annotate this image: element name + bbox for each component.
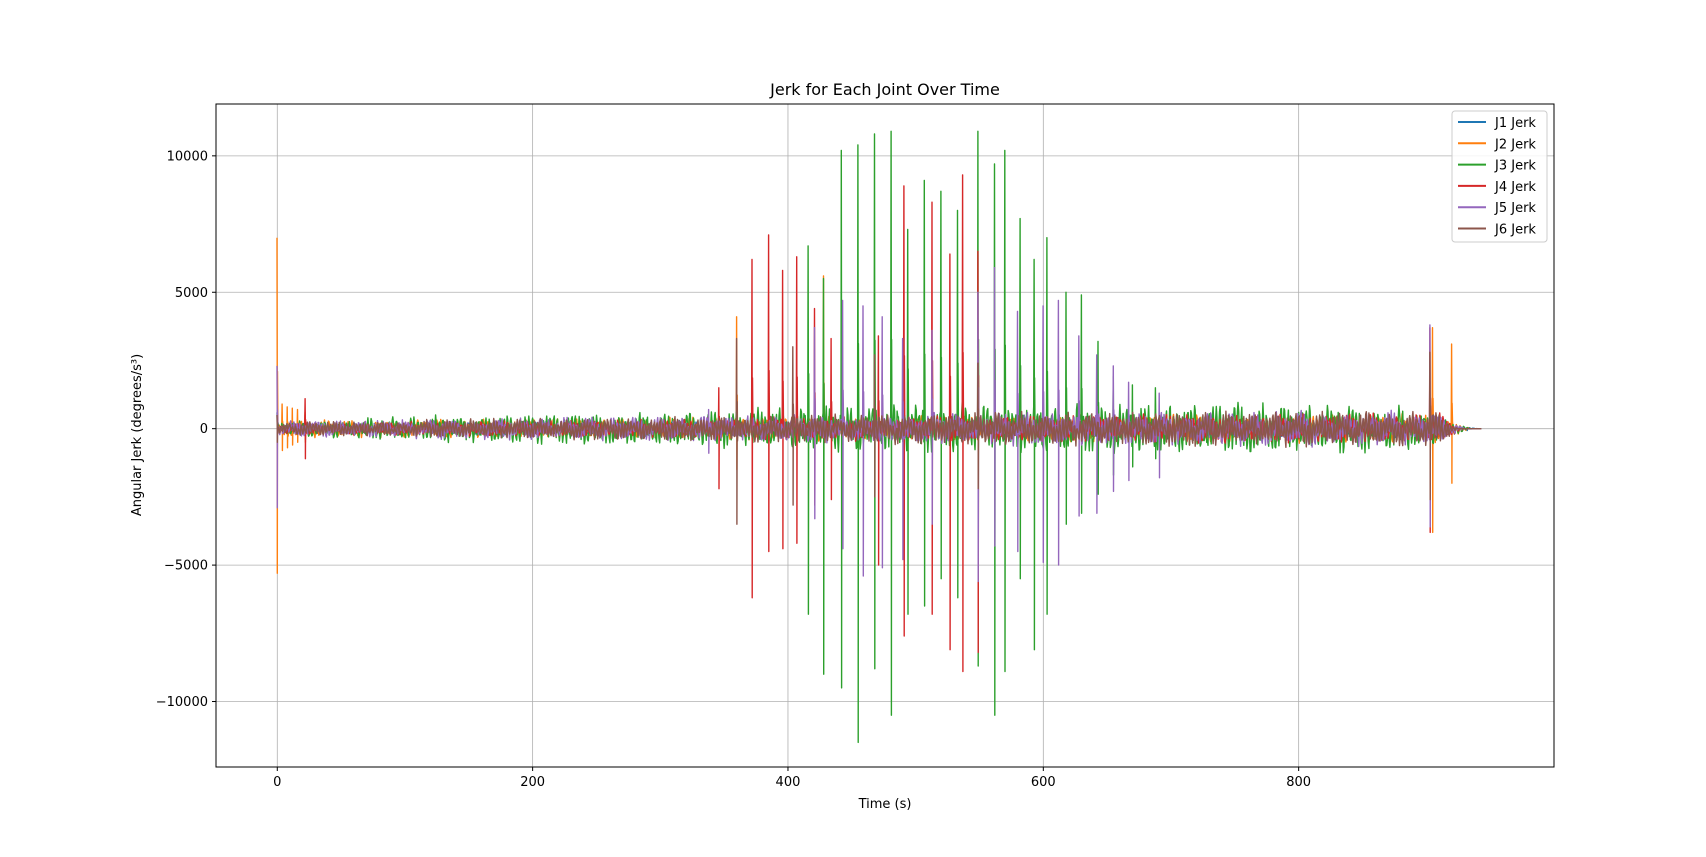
legend-label: J6 Jerk: [1494, 223, 1536, 238]
chart-title: Jerk for Each Joint Over Time: [769, 80, 1000, 99]
x-tick-label: 800: [1286, 775, 1311, 790]
x-tick-label: 600: [1031, 775, 1056, 790]
y-tick-label: −10000: [156, 695, 208, 710]
y-tick-label: 10000: [167, 149, 208, 164]
y-tick-label: −5000: [164, 559, 208, 574]
x-tick-label: 200: [520, 775, 545, 790]
x-axis-title: Time (s): [858, 797, 912, 812]
y-tick-label: 5000: [175, 286, 208, 301]
y-axis-title: Angular Jerk (degrees/s³): [130, 354, 145, 516]
series-line-j6-jerk: [276, 337, 1482, 525]
plot-frame: [215, 103, 1555, 768]
series-lines: [276, 130, 1482, 744]
legend-label: J3 Jerk: [1494, 159, 1536, 174]
x-tick-label: 0: [273, 775, 281, 790]
axis-ticks: 0 200 400 600 800 −10000 −5000 0 5000 10000: [156, 149, 1311, 790]
x-tick-label: 400: [776, 775, 801, 790]
legend: J1 Jerk J2 Jerk J3 Jerk J4 Jerk J5 Jerk J6 Je…: [1451, 110, 1548, 243]
y-tick-label: 0: [200, 422, 208, 437]
legend-label: J5 Jerk: [1494, 201, 1536, 216]
legend-label: J2 Jerk: [1494, 137, 1536, 152]
legend-label: J4 Jerk: [1494, 180, 1536, 195]
legend-label: J1 Jerk: [1494, 116, 1536, 131]
legend-items: J1 Jerk J2 Jerk J3 Jerk J4 Jerk J5 Jerk J6 Je…: [1458, 116, 1536, 238]
